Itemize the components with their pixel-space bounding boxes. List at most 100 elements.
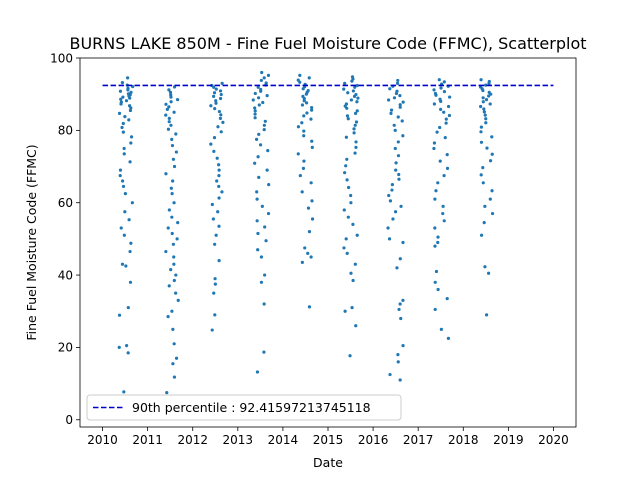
data-point-2015-6 xyxy=(342,87,346,91)
x-tick-label-2017: 2017 xyxy=(403,433,434,447)
data-point-2016-18 xyxy=(401,134,405,138)
data-point-2014-6 xyxy=(301,87,305,91)
data-point-2013-19 xyxy=(263,119,267,123)
y-tick-label-60: 60 xyxy=(58,196,73,210)
data-point-2016-5 xyxy=(394,91,399,96)
data-point-2017-31 xyxy=(441,204,445,208)
data-point-2018-15 xyxy=(482,107,486,111)
data-point-2017-39 xyxy=(433,280,437,284)
data-point-2012-11 xyxy=(209,104,213,108)
data-point-2015-16 xyxy=(345,106,349,110)
data-point-2013-14 xyxy=(257,103,261,107)
data-point-2015-13 xyxy=(355,100,359,104)
data-point-2017-34 xyxy=(433,226,437,230)
data-point-2017-11 xyxy=(439,99,443,104)
data-point-2015-2 xyxy=(350,79,354,83)
data-point-2015-20 xyxy=(346,117,350,121)
data-point-2018-21 xyxy=(479,130,483,134)
data-point-2015-4 xyxy=(355,83,359,88)
data-point-2017-35 xyxy=(436,235,440,239)
data-point-2011-14 xyxy=(169,123,173,127)
data-point-2012-37 xyxy=(213,277,217,281)
data-point-2016-41 xyxy=(399,316,403,321)
data-point-2012-31 xyxy=(216,210,220,214)
data-point-2017-40 xyxy=(436,287,440,292)
data-point-2010-39 xyxy=(119,226,123,230)
data-point-2013-36 xyxy=(263,225,267,229)
x-axis-label: Date xyxy=(313,455,343,470)
data-point-2015-36 xyxy=(342,208,346,212)
data-point-2012-39 xyxy=(212,291,216,295)
data-point-2013-1 xyxy=(266,73,271,77)
data-point-2011-39 xyxy=(172,278,176,283)
x-tick-label-2011: 2011 xyxy=(132,433,163,447)
data-point-2010-40 xyxy=(122,233,126,237)
data-point-2013-0 xyxy=(260,70,264,75)
data-point-2011-23 xyxy=(171,179,175,183)
data-point-2011-32 xyxy=(175,237,179,241)
data-point-2018-24 xyxy=(485,146,489,150)
data-point-2012-2 xyxy=(212,85,216,89)
data-point-2012-27 xyxy=(217,184,221,189)
data-point-2011-36 xyxy=(172,262,176,266)
data-point-2018-27 xyxy=(481,166,485,170)
data-point-2012-17 xyxy=(216,125,220,129)
data-point-2011-49 xyxy=(172,375,177,379)
data-point-2017-16 xyxy=(447,113,452,118)
data-point-2011-45 xyxy=(171,327,175,331)
data-point-2017-4 xyxy=(439,86,443,90)
data-point-2017-22 xyxy=(432,141,437,145)
data-point-2016-43 xyxy=(396,353,400,357)
data-point-2011-6 xyxy=(169,100,173,104)
data-point-2015-34 xyxy=(349,193,353,198)
data-point-2017-26 xyxy=(445,166,450,170)
data-point-2018-18 xyxy=(484,117,488,121)
data-point-2012-30 xyxy=(210,202,214,207)
data-point-2012-38 xyxy=(213,282,217,286)
data-point-2017-15 xyxy=(442,110,446,114)
data-point-2010-19 xyxy=(128,108,133,113)
data-point-2011-48 xyxy=(171,362,175,366)
data-point-2017-27 xyxy=(442,173,446,178)
data-point-2012-9 xyxy=(214,99,218,103)
data-point-2010-6 xyxy=(118,89,123,93)
data-point-2010-45 xyxy=(128,280,133,284)
data-point-2017-0 xyxy=(437,78,441,82)
data-point-2010-29 xyxy=(122,152,126,156)
data-point-2010-7 xyxy=(129,90,133,94)
data-point-2010-33 xyxy=(121,179,125,183)
data-point-2015-8 xyxy=(346,91,350,95)
data-point-2014-21 xyxy=(296,125,301,129)
data-point-2018-31 xyxy=(488,197,492,201)
data-point-2010-11 xyxy=(121,95,125,99)
data-point-2018-10 xyxy=(481,96,485,100)
data-point-2013-8 xyxy=(259,89,263,93)
data-point-2010-44 xyxy=(124,264,128,268)
data-point-2017-33 xyxy=(442,219,446,223)
data-point-2010-36 xyxy=(130,201,134,205)
data-point-2014-28 xyxy=(301,166,306,170)
data-point-2011-5 xyxy=(175,98,180,102)
data-point-2017-36 xyxy=(436,240,440,245)
y-axis-label: Fine Fuel Moisture Code (FFMC) xyxy=(24,144,39,340)
data-point-2010-50 xyxy=(126,351,130,355)
data-point-2012-21 xyxy=(212,149,216,153)
data-point-2011-27 xyxy=(167,208,171,212)
data-point-2015-46 xyxy=(350,306,354,310)
data-point-2012-7 xyxy=(212,94,216,98)
data-point-2015-31 xyxy=(343,171,347,175)
data-point-2010-22 xyxy=(127,118,131,122)
data-point-2011-9 xyxy=(165,107,169,111)
data-point-2012-41 xyxy=(210,328,214,332)
data-point-2010-41 xyxy=(129,241,133,245)
data-point-2012-0 xyxy=(220,81,224,85)
data-point-2014-24 xyxy=(310,139,314,143)
data-point-2016-45 xyxy=(388,372,392,377)
data-point-2011-38 xyxy=(174,273,178,277)
data-point-2011-30 xyxy=(166,226,170,230)
data-point-2016-28 xyxy=(387,193,391,198)
data-point-2018-29 xyxy=(481,181,485,185)
data-point-2016-32 xyxy=(391,217,395,221)
data-point-2016-31 xyxy=(393,210,398,214)
x-tick-label-2015: 2015 xyxy=(313,433,344,447)
